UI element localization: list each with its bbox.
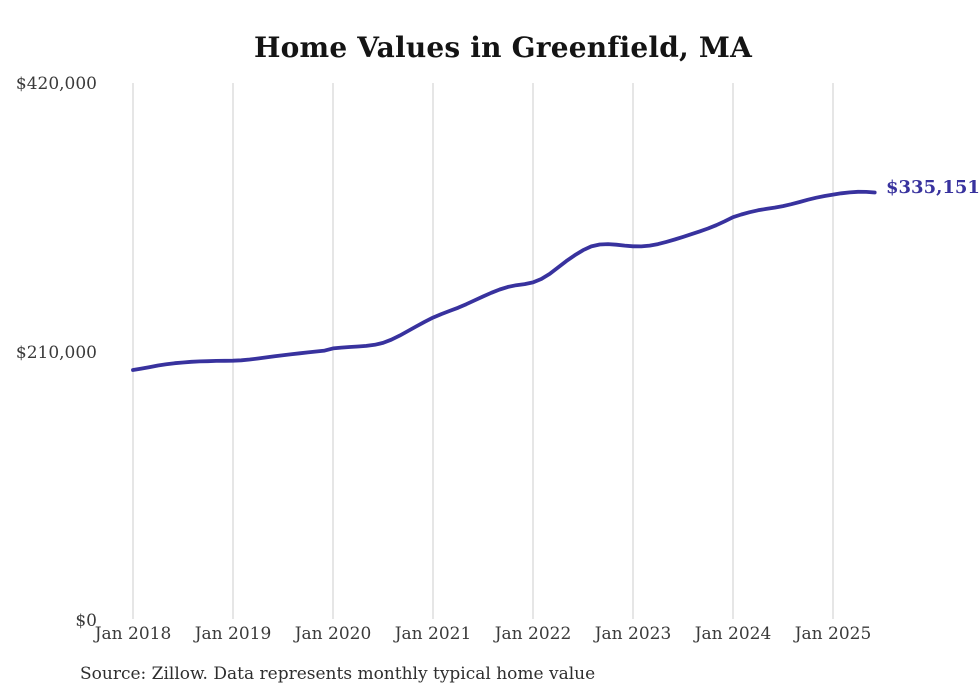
home-value-line <box>131 189 877 372</box>
x-tick-label: Jan 2020 <box>294 624 372 644</box>
chart-title: Home Values in Greenfield, MA <box>253 31 753 64</box>
x-tick-label: Jan 2018 <box>94 624 172 644</box>
y-tick-label: $210,000 <box>15 342 97 363</box>
y-tick-label: $0 <box>75 611 97 631</box>
x-tick-label: Jan 2021 <box>394 624 472 644</box>
x-tick-label: Jan 2022 <box>494 624 572 644</box>
source-note: Source: Zillow. Data represents monthly … <box>80 664 596 684</box>
x-tick-label: Jan 2025 <box>794 624 872 644</box>
y-tick-label: $420,000 <box>15 74 97 94</box>
x-tick-label: Jan 2024 <box>694 624 772 644</box>
x-tick-label: Jan 2023 <box>594 624 672 644</box>
x-tick-label: Jan 2019 <box>194 624 272 644</box>
end-value-label: $335,151 <box>886 177 980 199</box>
